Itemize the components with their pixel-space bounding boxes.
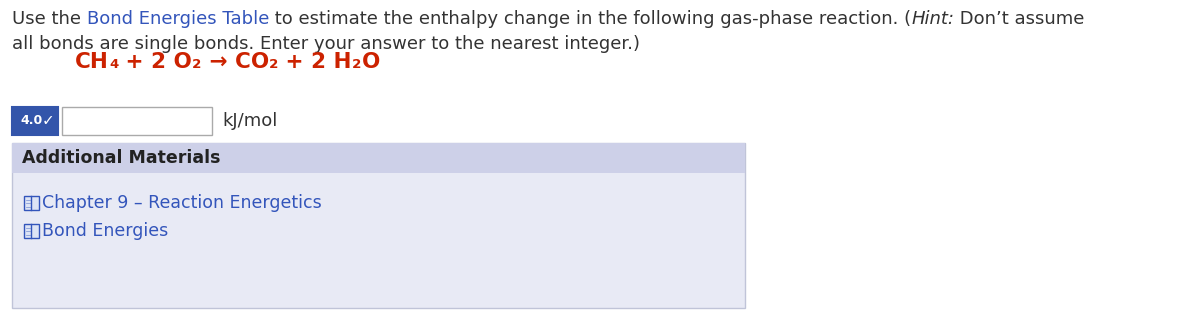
- Text: ₄: ₄: [109, 52, 119, 72]
- Text: + 2 O: + 2 O: [119, 52, 192, 72]
- Bar: [12, 107, 58, 135]
- Text: Don’t assume: Don’t assume: [954, 10, 1085, 28]
- Text: Hint:: Hint:: [911, 10, 954, 28]
- Text: Chapter 9 – Reaction Energetics: Chapter 9 – Reaction Energetics: [42, 194, 322, 212]
- Text: 4.0: 4.0: [20, 115, 42, 128]
- Text: → CO: → CO: [202, 52, 269, 72]
- Text: ₂: ₂: [269, 52, 278, 72]
- Text: Use the: Use the: [12, 10, 86, 28]
- Text: to estimate the enthalpy change in the following gas-phase reaction. (: to estimate the enthalpy change in the f…: [269, 10, 911, 28]
- Text: all bonds are single bonds. Enter your answer to the nearest integer.): all bonds are single bonds. Enter your a…: [12, 35, 640, 53]
- Text: CH: CH: [74, 52, 109, 72]
- Text: O: O: [361, 52, 380, 72]
- Text: Bond Energies Table: Bond Energies Table: [86, 10, 269, 28]
- Text: ₂: ₂: [352, 52, 361, 72]
- Bar: [24, 224, 40, 238]
- Text: kJ/mol: kJ/mol: [222, 112, 277, 130]
- Bar: [62, 107, 212, 135]
- Text: ₂: ₂: [192, 52, 202, 72]
- Bar: [12, 143, 745, 308]
- Text: + 2 H: + 2 H: [278, 52, 352, 72]
- Text: Additional Materials: Additional Materials: [22, 149, 221, 167]
- Text: Bond Energies: Bond Energies: [42, 222, 168, 240]
- Text: ✓: ✓: [42, 114, 54, 129]
- Bar: [12, 143, 745, 173]
- Bar: [24, 196, 40, 210]
